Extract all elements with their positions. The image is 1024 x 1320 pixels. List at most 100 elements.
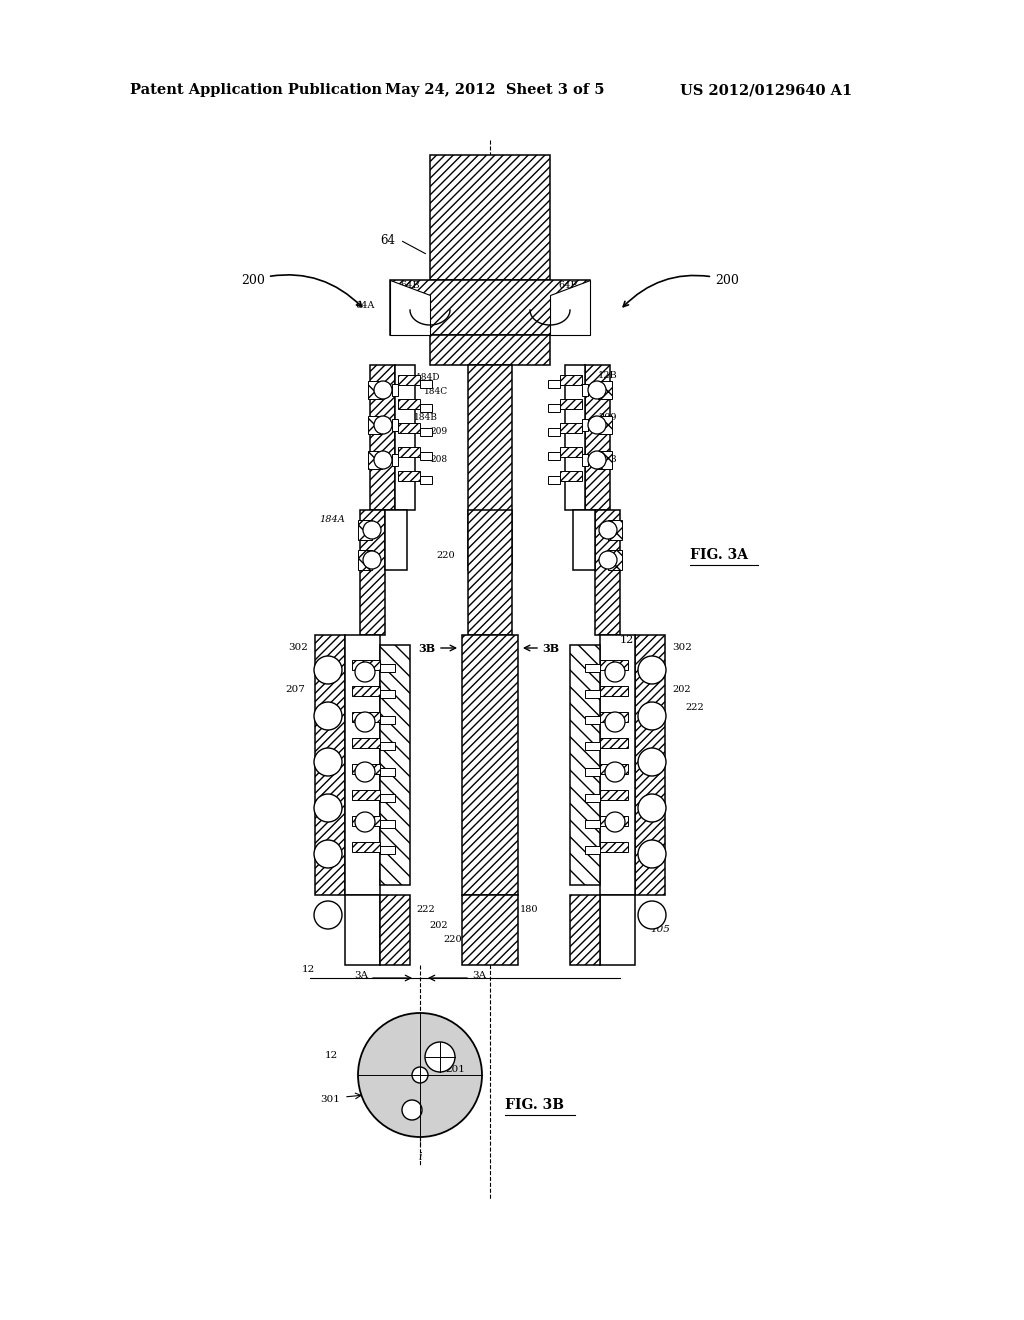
Bar [585, 846, 600, 854]
Bar [360, 510, 385, 635]
Bar [380, 690, 395, 698]
Circle shape [374, 381, 392, 399]
Bar [585, 768, 600, 776]
Circle shape [314, 656, 342, 684]
Bar [368, 416, 382, 434]
Circle shape [588, 416, 606, 434]
Bar [352, 764, 380, 774]
Bar [420, 451, 432, 459]
Circle shape [588, 381, 606, 399]
Text: 302: 302 [672, 644, 692, 652]
Circle shape [358, 1012, 482, 1137]
Bar [600, 842, 628, 851]
Text: 3B: 3B [418, 643, 435, 653]
Circle shape [638, 902, 666, 929]
Bar [390, 280, 590, 335]
Circle shape [374, 416, 392, 434]
Bar [380, 768, 395, 776]
Text: 209: 209 [431, 428, 449, 437]
Circle shape [314, 795, 342, 822]
Bar [352, 816, 380, 826]
Text: 105: 105 [650, 925, 670, 935]
Bar [600, 895, 635, 965]
Bar [345, 635, 380, 895]
Circle shape [355, 663, 375, 682]
Circle shape [638, 795, 666, 822]
Circle shape [638, 656, 666, 684]
Text: May 24, 2012  Sheet 3 of 5: May 24, 2012 Sheet 3 of 5 [385, 83, 604, 96]
Circle shape [638, 840, 666, 869]
Bar [380, 895, 410, 965]
Bar [395, 366, 415, 510]
Text: 12B: 12B [598, 371, 617, 380]
Text: 3B: 3B [542, 643, 559, 653]
Text: 201: 201 [445, 1065, 465, 1074]
Bar [573, 510, 595, 570]
Circle shape [362, 550, 381, 569]
Text: 302: 302 [288, 644, 308, 652]
Circle shape [402, 1100, 422, 1119]
Bar [368, 451, 382, 469]
Polygon shape [390, 280, 430, 335]
Bar [582, 418, 588, 432]
Bar [370, 366, 395, 510]
Bar [398, 399, 420, 409]
Bar [352, 660, 380, 671]
Bar [585, 715, 600, 723]
Text: 64B: 64B [400, 281, 420, 289]
Bar [380, 846, 395, 854]
Bar [392, 454, 398, 466]
Circle shape [425, 1041, 455, 1072]
Circle shape [355, 711, 375, 733]
Circle shape [599, 521, 617, 539]
Text: 12: 12 [325, 1051, 338, 1060]
Text: 12: 12 [620, 635, 634, 645]
Bar [385, 510, 407, 570]
Bar [585, 664, 600, 672]
Bar [468, 366, 512, 570]
Text: 222: 222 [685, 702, 703, 711]
Bar [352, 738, 380, 748]
Bar [352, 686, 380, 696]
Bar [548, 477, 560, 484]
Polygon shape [550, 280, 590, 335]
Circle shape [314, 840, 342, 869]
Text: US 2012/0129640 A1: US 2012/0129640 A1 [680, 83, 852, 96]
Bar [600, 686, 628, 696]
Bar [398, 375, 420, 385]
Bar [608, 550, 622, 570]
Bar [585, 690, 600, 698]
Text: 64B: 64B [558, 281, 578, 289]
Text: 222: 222 [416, 906, 435, 915]
Bar [595, 510, 620, 635]
Bar [352, 711, 380, 722]
Text: 200: 200 [241, 273, 361, 306]
Text: 220: 220 [436, 550, 455, 560]
Text: FIG. 3B: FIG. 3B [505, 1098, 564, 1111]
Circle shape [412, 1067, 428, 1082]
Bar [462, 635, 518, 895]
Text: 184C: 184C [424, 388, 449, 396]
Circle shape [374, 451, 392, 469]
Bar [380, 664, 395, 672]
Bar [420, 477, 432, 484]
Bar [560, 471, 582, 480]
Bar [600, 816, 628, 826]
Circle shape [355, 762, 375, 781]
Bar [468, 510, 512, 635]
Text: 207: 207 [285, 685, 305, 694]
Bar [420, 404, 432, 412]
Bar [600, 738, 628, 748]
Bar [358, 550, 372, 570]
Bar [392, 384, 398, 396]
Circle shape [638, 702, 666, 730]
Bar [548, 380, 560, 388]
Circle shape [605, 812, 625, 832]
Bar [608, 520, 622, 540]
Bar [600, 711, 628, 722]
Bar [570, 895, 600, 965]
Text: 301: 301 [321, 1096, 340, 1105]
Text: 180: 180 [520, 906, 539, 915]
Bar [585, 795, 600, 803]
Bar [380, 715, 395, 723]
